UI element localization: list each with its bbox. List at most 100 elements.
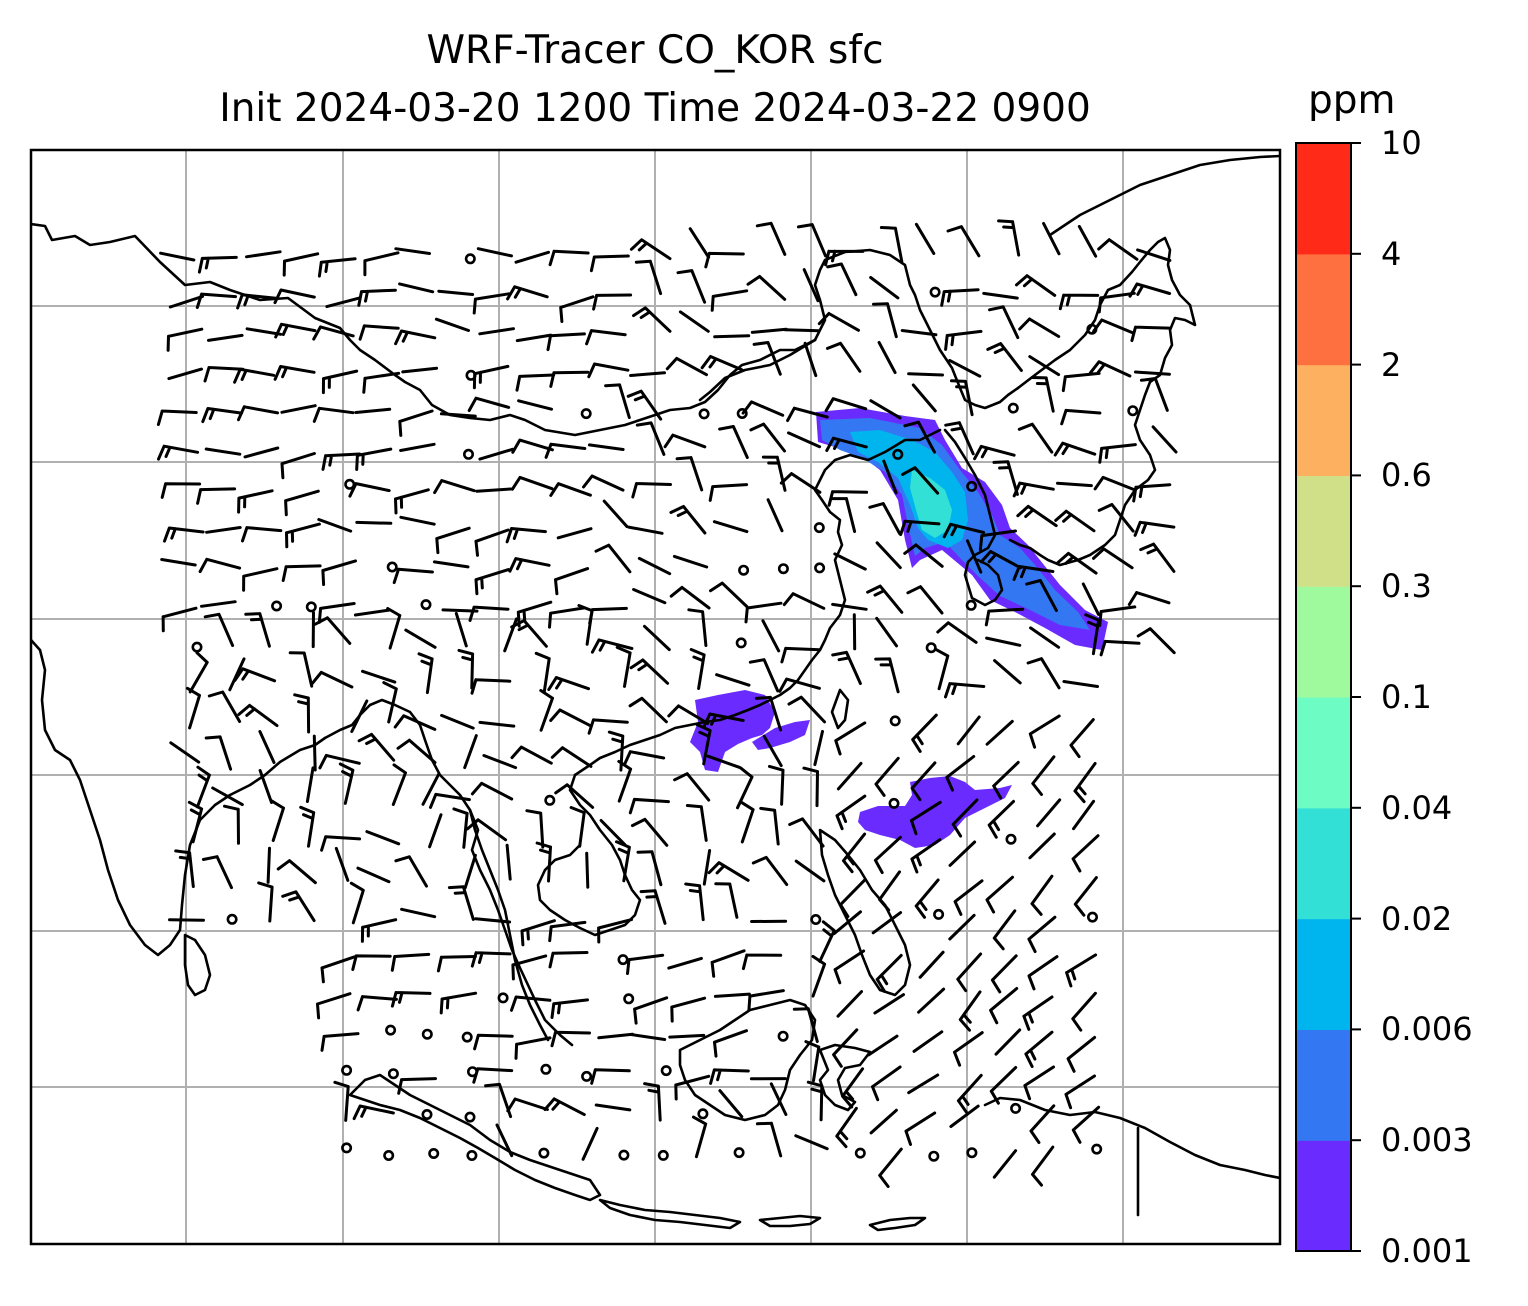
wind-barb [1016,504,1058,528]
wind-barb [429,792,471,809]
wind-barb [394,488,430,515]
wind-barb [713,1029,748,1058]
wind-barb [397,1077,437,1095]
wind-barb [233,667,277,683]
coastline-malay-peninsula [468,808,574,1047]
wind-barb [478,327,515,336]
wind-barb [866,584,904,614]
colorbar-tick-label: 2 [1381,345,1402,384]
wind-barb [629,658,670,685]
wind-barb [474,528,510,557]
coastline-okhotsk-north [813,248,1020,410]
wind-barb [514,1036,552,1060]
wind-barb [472,1067,514,1084]
wind-barb [312,734,317,772]
wind-barb [201,855,233,890]
wind-barb [1029,1104,1056,1144]
wind-barb [1071,991,1097,1032]
wind-barb [950,379,974,417]
wind-barb [768,764,785,806]
wind-barb [274,322,317,339]
colorbar-tick-label: 0.003 [1381,1121,1473,1160]
colorbar-segment [1296,253,1351,366]
wind-barb [400,907,437,919]
wind-barb [910,761,937,802]
wind-barb [899,519,941,537]
wind-barb [349,881,365,925]
wind-barb-calm [733,1147,745,1159]
wind-barb [195,765,211,809]
wind-barb [992,760,1020,800]
wind-barb [236,293,278,310]
wind-barb [360,918,398,943]
wind-barb [804,1040,821,1083]
wind-barb-calm [497,992,509,1004]
wind-barb [940,288,980,307]
colorbar-segment [1296,586,1351,698]
wind-barb-calm [1087,911,1099,923]
wind-barb [452,807,469,849]
wind-barb-calm [777,563,789,575]
wind-barb [396,738,437,764]
wind-barb [879,226,904,263]
wind-barb [204,447,242,456]
wind-barb [390,952,431,972]
wind-barb [628,696,668,724]
wind-barb [321,369,359,395]
wind-barb [270,799,285,842]
wind-barb-calm [466,1150,478,1162]
wind-barb [1027,915,1057,954]
wind-barb-calm [461,1031,473,1043]
wind-barb [786,406,829,422]
wind-barb [871,911,903,935]
wind-barb [1056,481,1093,488]
wind-barb [166,327,204,352]
wind-barb [707,861,750,882]
wind-barb [321,559,357,586]
wind-barb [472,292,511,315]
wind-barb [350,699,369,733]
wind-barb [802,268,820,303]
wind-barb [390,991,432,1008]
wind-barb [900,329,938,337]
wind-barb [675,456,704,492]
wind-barb [985,719,1014,746]
coastline-new-guinea [983,1096,1280,1180]
wind-barb [587,443,625,451]
wind-barb [710,289,749,312]
wind-barb [958,990,982,1032]
wind-barb [559,295,595,323]
wind-barb [713,334,751,339]
wind-barb [637,556,672,576]
wind-barb-calm [385,1024,397,1036]
wind-barb [982,291,1019,300]
wind-barb [550,746,593,768]
wind-barb [473,1033,514,1051]
wind-barb [667,956,703,970]
wind-barb [478,720,516,728]
wind-barb [827,490,869,507]
wind-barb [554,783,595,809]
wind-barb-calm [428,1148,440,1160]
wind-barb [245,250,282,259]
wind-barb [510,475,554,491]
wind-barb-calm [538,1147,550,1159]
wind-barb [987,799,1015,839]
wind-barb [1097,503,1135,533]
coastline-india [31,638,327,957]
wind-barb [877,341,897,375]
wind-barb [317,602,356,624]
wind-barb [769,1082,788,1116]
wind-barb [318,753,361,770]
wind-barb [1098,605,1137,627]
wind-barb [281,890,316,923]
wind-barb [1028,832,1056,860]
wind-barb [556,527,593,540]
colorbar-segment [1296,918,1351,1030]
wind-barb [1030,874,1054,916]
wind-barb [602,499,629,528]
wind-barb [476,247,513,258]
wind-barb [398,409,434,437]
wind-barb [520,919,556,947]
colorbar-tick-label: 10 [1381,124,1422,162]
